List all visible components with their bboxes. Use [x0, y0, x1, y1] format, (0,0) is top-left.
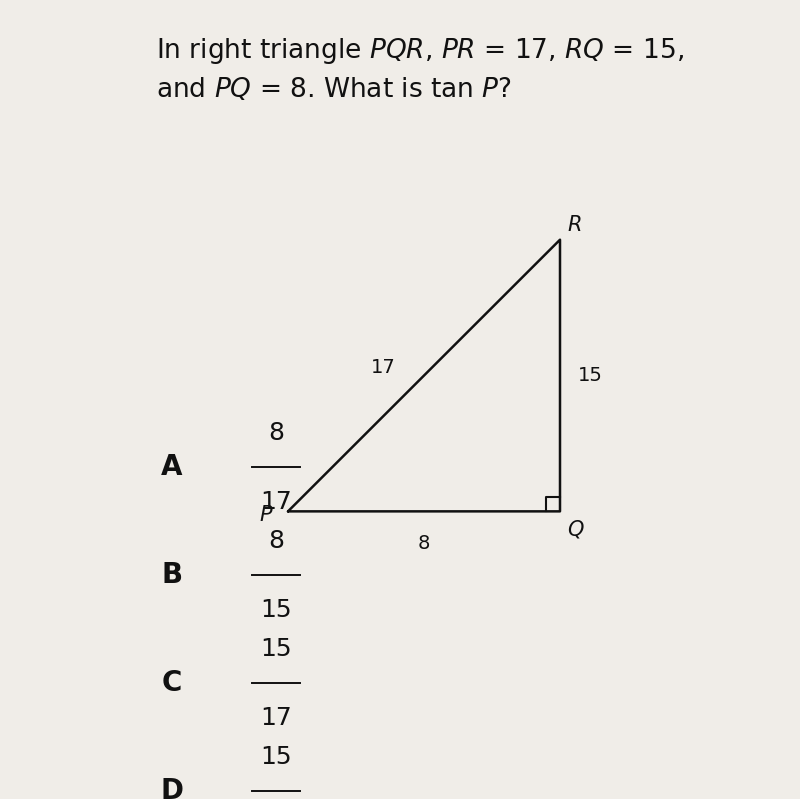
- Text: $\mathit{R}$: $\mathit{R}$: [567, 216, 582, 236]
- Text: 8: 8: [268, 421, 284, 445]
- Text: 17: 17: [371, 358, 396, 377]
- Text: B: B: [162, 561, 182, 590]
- Text: 17: 17: [260, 706, 292, 729]
- Text: D: D: [161, 777, 183, 799]
- Text: 15: 15: [578, 366, 602, 385]
- Text: 17: 17: [260, 490, 292, 514]
- Text: 15: 15: [260, 637, 292, 661]
- Text: 15: 15: [260, 745, 292, 769]
- Text: and $\mathit{PQ}$ = 8. What is tan $\mathit{P}$?: and $\mathit{PQ}$ = 8. What is tan $\mat…: [156, 76, 512, 103]
- Text: 15: 15: [260, 598, 292, 622]
- Text: 8: 8: [418, 534, 430, 553]
- Text: C: C: [162, 669, 182, 698]
- Text: $\mathit{Q}$: $\mathit{Q}$: [567, 518, 585, 540]
- Text: 8: 8: [268, 529, 284, 553]
- Text: $\mathit{P}$: $\mathit{P}$: [259, 505, 274, 526]
- Text: A: A: [162, 453, 182, 482]
- Text: In right triangle $\mathit{PQR}$, $\mathit{PR}$ = 17, $\mathit{RQ}$ = 15,: In right triangle $\mathit{PQR}$, $\math…: [156, 36, 684, 66]
